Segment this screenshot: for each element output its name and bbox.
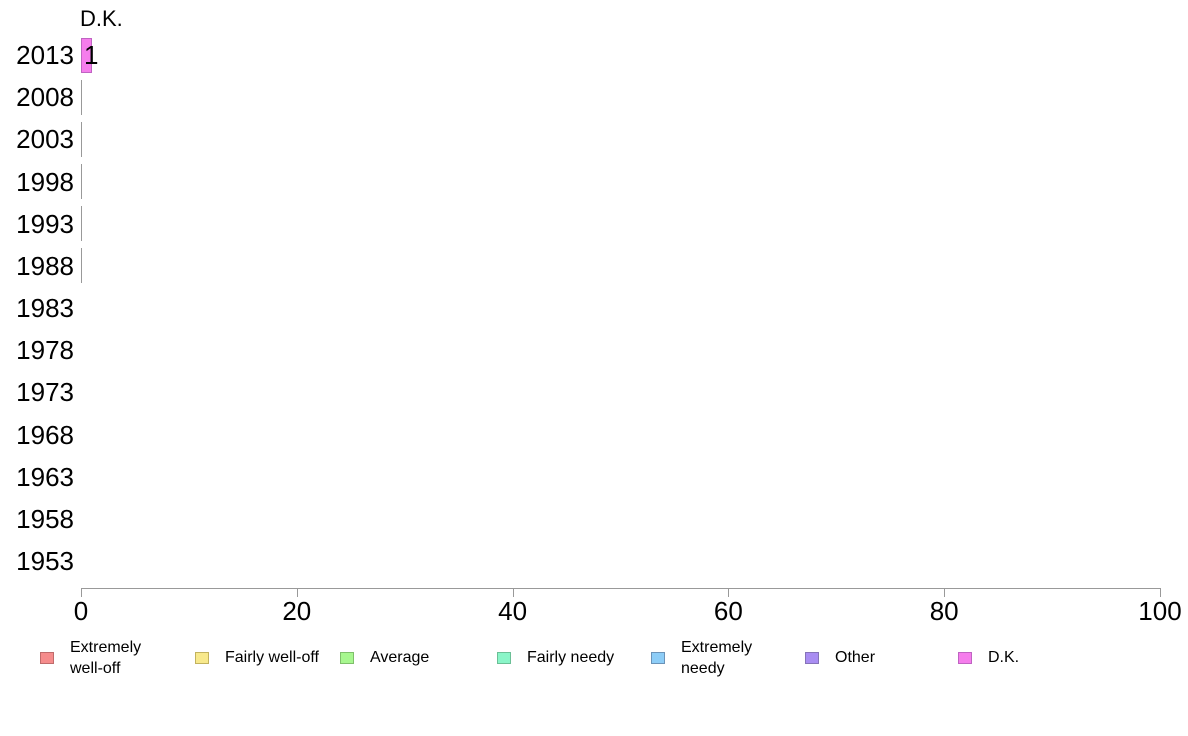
y-axis-label: 1978	[16, 335, 74, 366]
legend-swatch	[195, 652, 209, 664]
series-annotation-label: D.K.	[80, 6, 123, 31]
legend-item[interactable]: Extremely well-off	[40, 634, 176, 682]
x-axis-tick	[512, 588, 514, 597]
legend-swatch	[958, 652, 972, 664]
zero-value-bar	[81, 164, 82, 199]
legend-item[interactable]: Other	[805, 634, 941, 682]
legend-swatch	[40, 652, 54, 664]
zero-value-bar	[81, 206, 82, 242]
legend-label: Average	[370, 649, 430, 667]
x-axis-tick	[1160, 588, 1161, 597]
legend-item[interactable]: Fairly needy	[497, 634, 633, 682]
x-axis-tick	[81, 588, 82, 597]
x-tick-label: 60	[713, 596, 743, 626]
legend-label: Extremely needy	[681, 638, 753, 677]
x-tick-label: 20	[282, 596, 312, 626]
zero-value-bar	[81, 121, 82, 157]
y-axis-label: 1953	[16, 546, 74, 577]
y-axis-label: 1983	[16, 293, 74, 324]
x-axis-tick	[296, 588, 298, 597]
y-axis-label: 1988	[16, 250, 74, 281]
bar-value-label: 1	[84, 40, 99, 70]
x-tick-label: 0	[73, 596, 89, 626]
y-axis-label: 1998	[16, 166, 74, 197]
x-axis-tick	[944, 588, 946, 597]
legend-item[interactable]: Average	[340, 634, 476, 682]
y-axis-label: 2013	[16, 40, 74, 70]
y-axis-label: 2008	[16, 82, 74, 113]
legend-label: D.K.	[988, 649, 1020, 667]
x-axis-line	[81, 588, 1161, 589]
legend-label: Fairly needy	[527, 649, 615, 667]
legend-item[interactable]: D.K.	[958, 634, 1094, 682]
legend-label: Other	[835, 649, 876, 667]
legend-item[interactable]: Extremely needy	[651, 634, 787, 682]
x-tick-label: 100	[1138, 596, 1182, 626]
y-axis-label: 1968	[16, 419, 74, 450]
x-axis-tick	[728, 588, 730, 597]
legend-item[interactable]: Fairly well-off	[195, 634, 331, 682]
legend-label: Fairly well-off	[225, 649, 319, 667]
y-axis-label: 1963	[16, 461, 74, 492]
legend-swatch	[805, 652, 819, 664]
legend-swatch	[651, 652, 665, 664]
y-axis-label: 1973	[16, 377, 74, 408]
zero-value-bar	[81, 79, 82, 115]
legend-label: Extremely well-off	[70, 638, 142, 677]
zero-value-bar	[81, 248, 82, 284]
x-tick-label: 40	[498, 596, 528, 626]
x-tick-label: 80	[929, 596, 959, 626]
legend-swatch	[497, 652, 511, 664]
y-axis-label: 2003	[16, 124, 74, 155]
bar-segment[interactable]	[81, 37, 92, 73]
y-axis-label: 1958	[16, 503, 74, 534]
legend-swatch	[340, 652, 354, 664]
y-axis-label: 1993	[16, 208, 74, 239]
